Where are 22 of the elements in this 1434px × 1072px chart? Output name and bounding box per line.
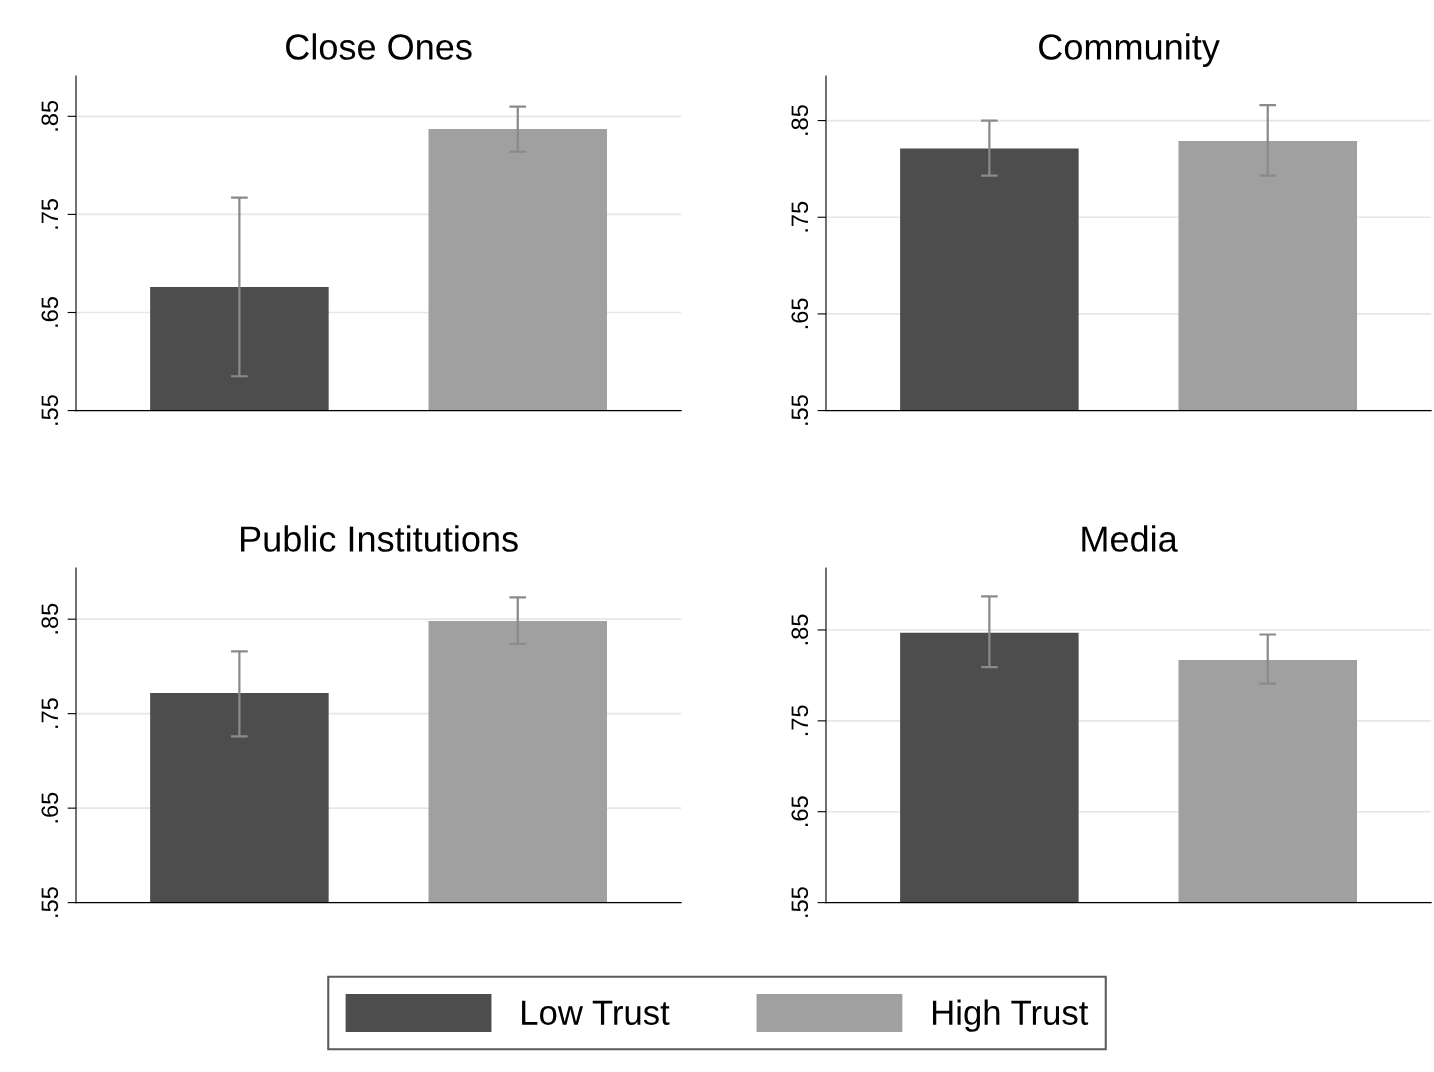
y-tick-label: .65 <box>41 297 59 327</box>
y-tick-label: .55 <box>791 395 809 425</box>
y-tick-label: .55 <box>41 887 59 917</box>
y-tick-label: .65 <box>791 298 809 329</box>
y-tick-label: .75 <box>41 698 59 728</box>
y-tick-label: .75 <box>41 198 59 229</box>
legend-label: High Trust <box>933 999 1089 1032</box>
chart-title: Community <box>1039 33 1220 67</box>
y-tick-label: .65 <box>41 792 59 823</box>
y-tick-label: .55 <box>791 887 809 917</box>
y-tick-label: .65 <box>791 796 809 826</box>
y-tick-label: .85 <box>791 614 809 645</box>
chart-title: Media <box>1082 525 1178 552</box>
y-tick-label: .55 <box>41 395 59 425</box>
chart-title: Close Ones <box>286 33 472 60</box>
y-tick-label: .85 <box>41 100 59 131</box>
legend-label: Low Trust <box>522 1000 670 1025</box>
y-tick-label: .85 <box>791 105 809 135</box>
y-tick-label: .75 <box>791 201 809 232</box>
y-tick-label: .75 <box>791 705 809 736</box>
chart-title: Public Institutions <box>241 525 518 552</box>
y-tick-label: .85 <box>41 603 59 634</box>
